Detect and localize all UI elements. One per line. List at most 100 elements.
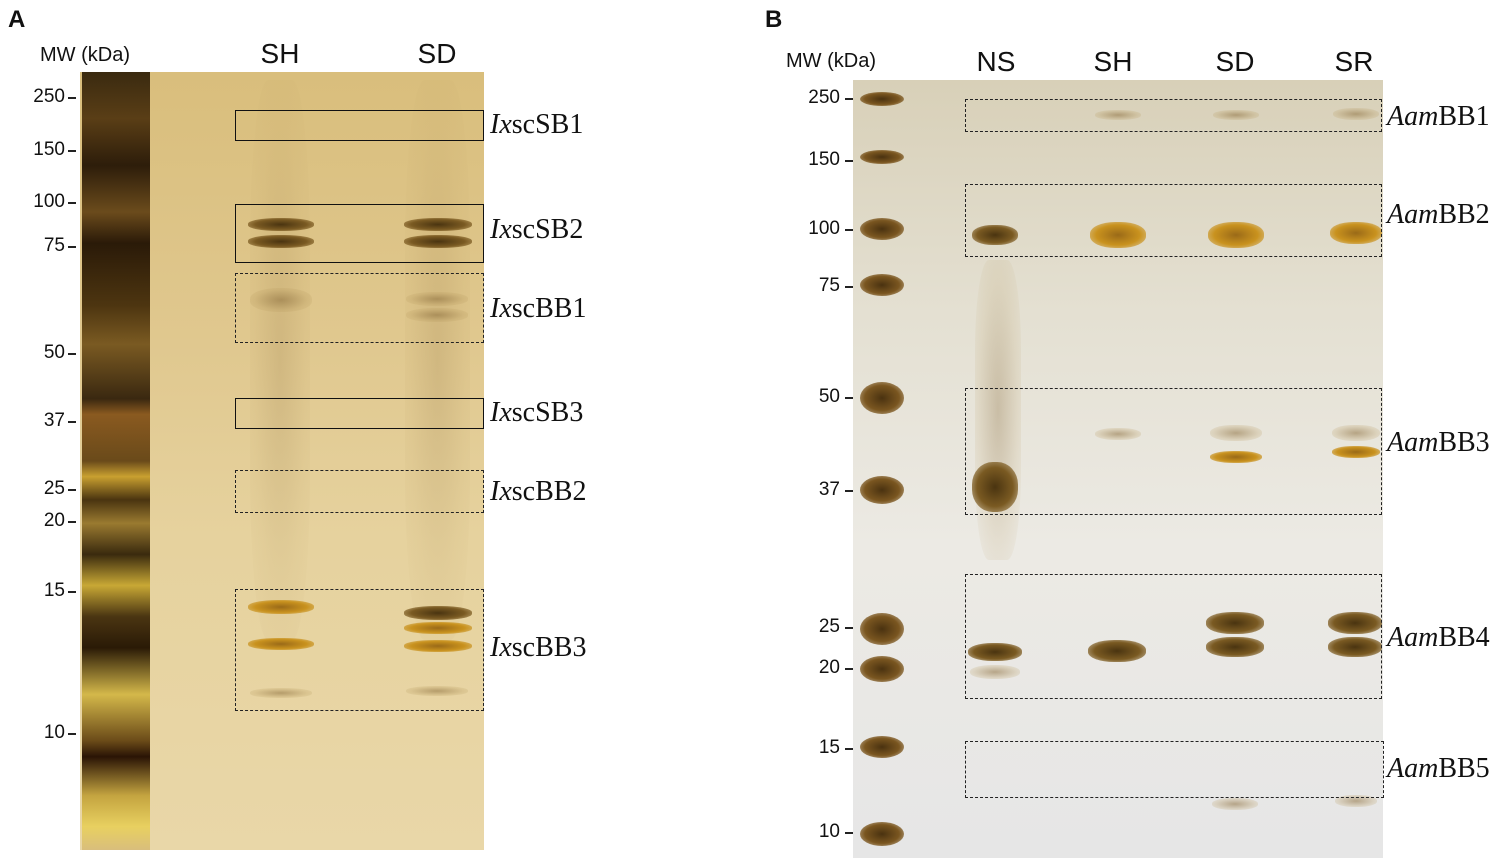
gel-band bbox=[404, 218, 472, 231]
band-box-dashed bbox=[965, 388, 1382, 515]
gel-band bbox=[1208, 222, 1264, 248]
mw-tick bbox=[68, 591, 76, 593]
band-label: AamBB1 bbox=[1387, 101, 1490, 132]
mw-tick-label: 100 bbox=[33, 191, 65, 212]
mw-tick bbox=[845, 98, 853, 100]
gel-band bbox=[1088, 640, 1146, 662]
gel-band bbox=[406, 308, 468, 322]
mw-tick-label: 250 bbox=[33, 86, 65, 107]
gel-band bbox=[404, 235, 472, 248]
gel-band bbox=[406, 686, 468, 696]
gel-band bbox=[1095, 428, 1141, 440]
gel-band bbox=[1213, 110, 1259, 120]
panel-a-ladder bbox=[82, 72, 150, 850]
band-box-solid bbox=[235, 204, 484, 263]
gel-band bbox=[1328, 637, 1382, 657]
mw-tick bbox=[68, 733, 76, 735]
gel-band bbox=[1206, 637, 1264, 657]
gel-band bbox=[972, 462, 1018, 512]
mw-tick bbox=[68, 421, 76, 423]
gel-band bbox=[248, 600, 314, 614]
mw-tick-label: 75 bbox=[43, 235, 65, 256]
panel-b-mw-header: MW (kDa) bbox=[786, 50, 876, 72]
gel-band bbox=[404, 606, 472, 620]
gel-band bbox=[1332, 425, 1380, 441]
band-box-dashed bbox=[965, 741, 1384, 798]
gel-band bbox=[1090, 222, 1146, 248]
band-box-dashed bbox=[235, 470, 484, 513]
gel-band bbox=[1332, 446, 1380, 458]
gel-band bbox=[1330, 222, 1382, 244]
mw-tick bbox=[845, 160, 853, 162]
gel-band bbox=[1335, 795, 1377, 807]
band-label: IxscBB3 bbox=[490, 632, 587, 663]
band-label: IxscBB1 bbox=[490, 293, 587, 324]
ladder-band bbox=[860, 382, 904, 414]
gel-band bbox=[968, 643, 1022, 661]
mw-tick bbox=[68, 489, 76, 491]
mw-tick-label: 10 bbox=[43, 722, 65, 743]
mw-tick bbox=[68, 246, 76, 248]
mw-tick bbox=[845, 286, 853, 288]
lane-label: SH bbox=[260, 38, 300, 69]
mw-tick-label: 50 bbox=[43, 342, 65, 363]
mw-tick-label: 20 bbox=[43, 510, 65, 531]
band-box-dashed bbox=[235, 273, 484, 343]
band-label: AamBB5 bbox=[1387, 753, 1490, 784]
mw-tick bbox=[845, 668, 853, 670]
ladder-band bbox=[860, 218, 904, 240]
band-label: IxscSB2 bbox=[490, 214, 584, 245]
gel-band bbox=[248, 235, 314, 248]
lane-label: SR bbox=[1334, 46, 1374, 77]
band-label: IxscBB2 bbox=[490, 476, 587, 507]
mw-tick bbox=[68, 202, 76, 204]
mw-tick bbox=[68, 521, 76, 523]
gel-band bbox=[404, 622, 472, 634]
mw-tick-label: 25 bbox=[818, 616, 840, 637]
ladder-band bbox=[860, 613, 904, 645]
band-box-solid bbox=[235, 398, 484, 429]
band-box-solid bbox=[235, 110, 484, 141]
band-label: AamBB4 bbox=[1387, 622, 1490, 653]
lane-label: NS bbox=[976, 46, 1016, 77]
mw-tick bbox=[845, 832, 853, 834]
ladder-band bbox=[860, 822, 904, 846]
ladder-band bbox=[860, 150, 904, 164]
band-box-dashed bbox=[965, 184, 1382, 257]
gel-band bbox=[1333, 108, 1379, 120]
gel-band bbox=[970, 665, 1020, 679]
mw-tick-label: 37 bbox=[818, 479, 840, 500]
gel-band bbox=[1095, 110, 1141, 120]
sample-smear bbox=[250, 80, 310, 640]
lane-label: SD bbox=[417, 38, 457, 69]
mw-tick bbox=[845, 397, 853, 399]
gel-band bbox=[248, 218, 314, 231]
gel-band bbox=[1210, 451, 1262, 463]
mw-tick-label: 10 bbox=[818, 821, 840, 842]
gel-band bbox=[972, 225, 1018, 245]
ladder-band bbox=[860, 274, 904, 296]
panel-a-letter: A bbox=[8, 6, 26, 33]
mw-tick bbox=[68, 97, 76, 99]
lane-label: SH bbox=[1093, 46, 1133, 77]
mw-tick-label: 25 bbox=[43, 478, 65, 499]
mw-tick-label: 37 bbox=[43, 410, 65, 431]
mw-tick-label: 15 bbox=[43, 580, 65, 601]
band-box-dashed bbox=[965, 99, 1382, 132]
mw-tick bbox=[845, 229, 853, 231]
mw-tick-label: 75 bbox=[818, 275, 840, 296]
mw-tick-label: 15 bbox=[818, 737, 840, 758]
gel-band bbox=[250, 688, 312, 698]
band-label: IxscSB3 bbox=[490, 397, 584, 428]
lane-label: SD bbox=[1215, 46, 1255, 77]
band-label: IxscSB1 bbox=[490, 109, 584, 140]
gel-band bbox=[404, 640, 472, 652]
mw-tick bbox=[845, 748, 853, 750]
band-box-dashed bbox=[235, 589, 484, 711]
mw-tick-label: 50 bbox=[818, 386, 840, 407]
ladder-band bbox=[860, 476, 904, 504]
mw-tick bbox=[68, 353, 76, 355]
mw-tick-label: 250 bbox=[808, 87, 840, 108]
sample-smear bbox=[405, 80, 470, 640]
mw-tick-label: 150 bbox=[808, 149, 840, 170]
